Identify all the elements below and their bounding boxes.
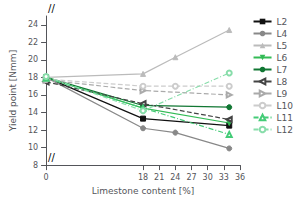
svg-text:0: 0 (44, 173, 49, 182)
svg-text://: // (48, 152, 55, 163)
svg-text:30: 30 (203, 173, 213, 182)
svg-text:L5: L5 (277, 41, 288, 51)
svg-text:8: 8 (33, 161, 38, 170)
svg-text://: // (48, 3, 55, 14)
svg-text:21: 21 (154, 173, 164, 182)
svg-text:Yield point [Nmm]: Yield point [Nmm] (8, 50, 18, 132)
svg-text:24: 24 (28, 20, 38, 29)
svg-text:L8: L8 (277, 77, 288, 87)
svg-text:L4: L4 (277, 29, 288, 39)
svg-text:27: 27 (186, 173, 196, 182)
svg-text:33: 33 (219, 173, 229, 182)
svg-text:16: 16 (28, 90, 38, 99)
svg-text:Limestone content [%]: Limestone content [%] (92, 186, 195, 196)
svg-text:L9: L9 (277, 89, 288, 99)
svg-text:18: 18 (138, 173, 148, 182)
svg-text:L6: L6 (277, 53, 288, 63)
svg-text:36: 36 (235, 173, 245, 182)
svg-text:20: 20 (28, 55, 38, 64)
svg-text:L11: L11 (277, 113, 293, 123)
svg-text:18: 18 (28, 73, 38, 82)
svg-text:L10: L10 (277, 101, 294, 111)
svg-text:14: 14 (28, 108, 38, 117)
svg-text:24: 24 (170, 173, 180, 182)
svg-text:L2: L2 (277, 17, 288, 27)
svg-text:10: 10 (28, 143, 38, 152)
svg-text:L7: L7 (277, 65, 288, 75)
svg-text:12: 12 (28, 126, 38, 135)
svg-text:L12: L12 (277, 125, 293, 135)
svg-text:22: 22 (28, 38, 38, 47)
